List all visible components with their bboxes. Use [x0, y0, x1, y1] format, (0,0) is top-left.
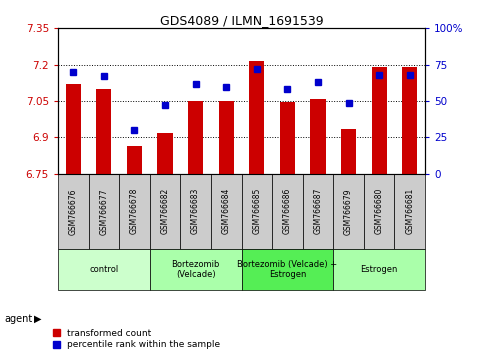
Bar — [58, 249, 150, 290]
Bar — [180, 174, 211, 249]
Text: GSM766676: GSM766676 — [69, 188, 78, 235]
Bar — [280, 102, 295, 174]
Bar — [119, 174, 150, 249]
Bar — [66, 84, 81, 174]
Bar — [157, 133, 173, 174]
Bar — [311, 99, 326, 174]
Bar — [58, 174, 88, 249]
Bar — [303, 174, 333, 249]
Bar — [272, 174, 303, 249]
Text: control: control — [89, 265, 118, 274]
Bar — [88, 174, 119, 249]
Bar — [249, 61, 265, 174]
Bar — [188, 101, 203, 174]
Text: ▶: ▶ — [34, 314, 42, 324]
Text: GSM766677: GSM766677 — [99, 188, 108, 235]
Bar — [242, 249, 333, 290]
Title: GDS4089 / ILMN_1691539: GDS4089 / ILMN_1691539 — [160, 14, 323, 27]
Bar — [150, 174, 180, 249]
Text: GSM766683: GSM766683 — [191, 188, 200, 234]
Text: agent: agent — [5, 314, 33, 324]
Text: GSM766687: GSM766687 — [313, 188, 323, 234]
Bar — [211, 174, 242, 249]
Bar — [219, 101, 234, 174]
Text: Bortezomib
(Velcade): Bortezomib (Velcade) — [171, 260, 220, 279]
Bar — [333, 174, 364, 249]
Legend: transformed count, percentile rank within the sample: transformed count, percentile rank withi… — [53, 329, 220, 349]
Text: GSM766685: GSM766685 — [252, 188, 261, 234]
Text: Estrogen: Estrogen — [360, 265, 398, 274]
Bar — [96, 89, 112, 174]
Text: GSM766681: GSM766681 — [405, 188, 414, 234]
Text: Bortezomib (Velcade) +
Estrogen: Bortezomib (Velcade) + Estrogen — [237, 260, 338, 279]
Bar — [371, 67, 387, 174]
Text: GSM766679: GSM766679 — [344, 188, 353, 235]
Text: GSM766678: GSM766678 — [130, 188, 139, 234]
Bar — [402, 67, 417, 174]
Bar — [341, 129, 356, 174]
Bar — [242, 174, 272, 249]
Text: GSM766682: GSM766682 — [160, 188, 170, 234]
Bar — [150, 249, 242, 290]
Text: GSM766686: GSM766686 — [283, 188, 292, 234]
Text: GSM766680: GSM766680 — [375, 188, 384, 234]
Bar — [127, 146, 142, 174]
Text: GSM766684: GSM766684 — [222, 188, 231, 234]
Bar — [395, 174, 425, 249]
Bar — [364, 174, 395, 249]
Bar — [333, 249, 425, 290]
